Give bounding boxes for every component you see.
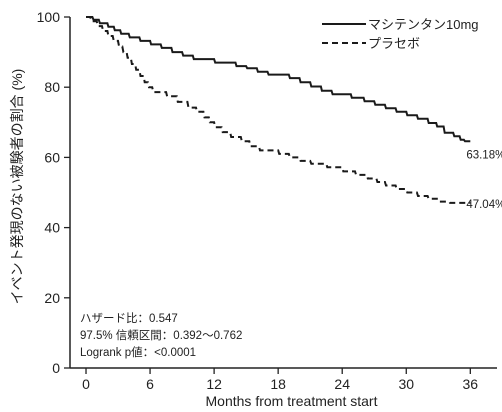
x-axis-label: Months from treatment start [206,393,378,409]
legend: マシテンタン10mg プラセボ [322,17,479,51]
axes [69,17,497,369]
y-tick-label: 100 [37,9,61,25]
series-line-1 [86,16,471,204]
series: 63.18% 47.04% [86,16,502,211]
x-tick-label: 6 [146,376,154,392]
y-tick-label: 80 [44,79,60,95]
y-tick-label: 20 [44,290,60,306]
stat-annotation: Logrank p値：<0.0001 [80,346,196,359]
x-tick-label: 36 [463,376,479,392]
x-tick-label: 30 [398,376,414,392]
legend-label: プラセボ [368,36,420,51]
x-tick-label: 12 [206,376,222,392]
legend-label: マシテンタン10mg [368,17,479,32]
x-tick-label: 24 [334,376,350,392]
series-end-label: 47.04% [466,199,502,211]
y-axis-label: イベント発現のない被験者の割合 (%) [9,69,25,305]
y-tick-label: 40 [44,220,60,236]
stat-annotation: ハザード比：0.547 [80,312,178,325]
series-end-label: 63.18% [466,149,502,161]
y-tick-label: 0 [52,360,60,376]
ticks: 0 6 12 18 24 30 36 0 20 40 60 80 100 [37,9,479,392]
x-tick-label: 0 [82,376,90,392]
x-tick-label: 18 [270,376,286,392]
stat-annotation: 97.5% 信頼区間：0.392～0.762 [80,329,242,342]
annotation-box: ハザード比：0.547 97.5% 信頼区間：0.392～0.762 Logrank… [80,312,242,359]
y-tick-label: 60 [44,149,60,165]
series-line-0 [86,16,471,143]
